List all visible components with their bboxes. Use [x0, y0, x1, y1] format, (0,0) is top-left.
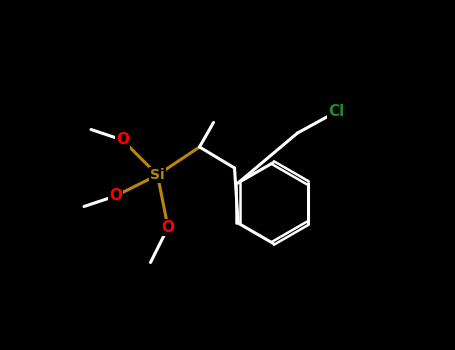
Text: O: O [162, 220, 175, 235]
Text: Cl: Cl [328, 105, 344, 119]
Text: Si: Si [150, 168, 165, 182]
Text: O: O [109, 189, 122, 203]
Text: O: O [116, 133, 129, 147]
